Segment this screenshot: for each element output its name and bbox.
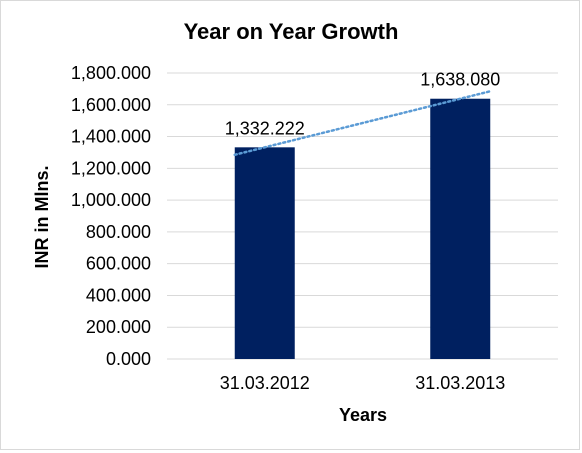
- chart-title: Year on Year Growth: [184, 19, 399, 44]
- y-tick-label: 0.000: [106, 349, 151, 369]
- y-axis-ticks: 0.000 200.000 400.000 600.000 800.000 1,000.0…: [71, 63, 151, 369]
- x-tick-label: 31.03.2013: [415, 373, 505, 393]
- y-tick-label: 1,400.000: [71, 127, 151, 147]
- bars: [234, 98, 491, 359]
- x-axis-ticks: 31.03.2012 31.03.2013: [220, 373, 506, 393]
- y-tick-label: 200.000: [86, 317, 151, 337]
- x-tick-label: 31.03.2012: [220, 373, 310, 393]
- trendline: [233, 90, 492, 157]
- data-label: 1,638.080: [420, 70, 500, 90]
- trendline-group: [233, 90, 492, 157]
- y-tick-label: 1,000.000: [71, 190, 151, 210]
- y-tick-label: 1,200.000: [71, 158, 151, 178]
- y-axis-title: INR in Mlns.: [32, 166, 52, 269]
- data-label: 1,332.222: [225, 118, 305, 138]
- data-labels: 1,332.222 1,638.080: [225, 70, 501, 139]
- bar: [430, 98, 491, 359]
- x-axis-title: Years: [339, 405, 387, 425]
- y-tick-label: 400.000: [86, 285, 151, 305]
- y-tick-label: 600.000: [86, 254, 151, 274]
- y-tick-label: 1,800.000: [71, 63, 151, 83]
- gridlines: [167, 72, 558, 360]
- y-tick-label: 800.000: [86, 222, 151, 242]
- bar: [234, 147, 295, 359]
- y-tick-label: 1,600.000: [71, 95, 151, 115]
